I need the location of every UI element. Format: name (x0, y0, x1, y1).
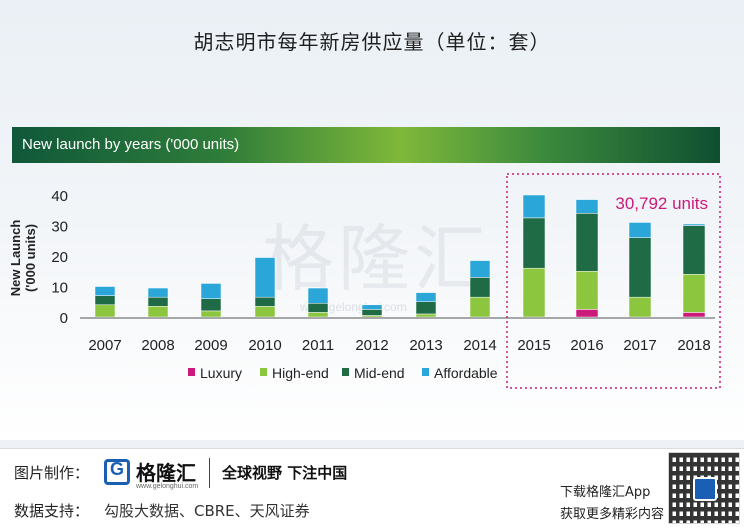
bar-luxury-2018 (682, 312, 706, 318)
bar-high-end-2016 (575, 271, 599, 310)
bar-mid-end-2008 (147, 296, 169, 307)
y-tick-label: 40 (51, 188, 68, 205)
bar-high-end-2007 (94, 304, 116, 318)
chart-header-bar (12, 127, 720, 163)
x-tick-label: 2011 (302, 337, 334, 354)
bar-affordable-2015 (522, 194, 546, 219)
legend-swatch (260, 368, 267, 376)
bar-mid-end-2018 (682, 225, 706, 275)
legend-label: High-end (272, 365, 329, 381)
page-title: 胡志明市每年新房供应量（单位：套） (193, 30, 551, 54)
bar-high-end-2014 (469, 296, 491, 318)
watermark-text: 格隆汇 (262, 217, 491, 301)
x-tick-label: 2009 (194, 337, 227, 354)
y-tick-label: 20 (51, 249, 68, 266)
bar-high-end-2017 (628, 296, 652, 318)
bar-affordable-2008 (147, 287, 169, 298)
bar-high-end-2018 (682, 274, 706, 313)
legend-swatch (422, 368, 429, 376)
x-tick-label: 2012 (355, 337, 388, 354)
bar-mid-end-2012 (361, 309, 383, 316)
bar-high-end-2015 (522, 267, 546, 318)
highlight-box (506, 173, 721, 389)
qr-logo-icon (693, 477, 717, 501)
bar-mid-end-2010 (254, 296, 276, 307)
y-axis-label: ('000 units) (23, 224, 38, 292)
stacked-bar-chart: 0 10 20 30 40 New Launch ('000 units) 2007 2008 2… (8, 173, 721, 389)
x-tick-label: 2010 (248, 337, 281, 354)
legend-label: Mid-end (354, 365, 405, 381)
chart-header-text: New launch by years ('000 units) (22, 136, 240, 153)
footer-chart-label: 图片制作： (14, 464, 90, 482)
legend-label: Affordable (434, 365, 498, 381)
logo-url: www.gelonghui.com (136, 483, 199, 490)
y-axis-label: New Launch (8, 220, 23, 297)
x-tick-label: 2017 (623, 337, 656, 354)
app-promo-text: 获取更多精彩内容 (560, 507, 665, 522)
footer-data-label: 数据支持： (14, 502, 90, 520)
x-tick-label: 2014 (463, 337, 496, 354)
legend-swatch (188, 368, 195, 376)
bar-affordable-2014 (469, 260, 491, 278)
bar-affordable-2018 (682, 223, 706, 226)
bar-affordable-2009 (200, 283, 222, 299)
x-tick-label: 2015 (517, 337, 550, 354)
y-tick-label: 10 (51, 280, 68, 297)
bar-high-end-2011 (307, 312, 329, 318)
background (0, 0, 744, 440)
bar-mid-end-2013 (415, 301, 437, 315)
bar-affordable-2007 (94, 286, 116, 296)
legend-label: Luxury (200, 365, 242, 381)
y-tick-label: 0 (60, 310, 68, 327)
bar-mid-end-2016 (575, 213, 599, 272)
x-tick-label: 2016 (570, 337, 603, 354)
bar-affordable-2011 (307, 287, 329, 304)
bar-mid-end-2017 (628, 237, 652, 298)
bar-high-end-2009 (200, 310, 222, 318)
x-tick-label: 2008 (141, 337, 174, 354)
legend-swatch (342, 368, 349, 376)
x-tick-label: 2007 (88, 337, 121, 354)
bar-affordable-2010 (254, 257, 276, 298)
footer-sources: 勾股大数据、CBRE、天风证券 (104, 502, 310, 520)
bar-mid-end-2014 (469, 277, 491, 298)
logo-name: 格隆汇 (136, 461, 196, 485)
bar-high-end-2010 (254, 306, 276, 318)
footer-divider (209, 458, 210, 488)
x-tick-label: 2013 (409, 337, 442, 354)
bar-affordable-2016 (575, 199, 599, 214)
app-download-text: 下载格隆汇App (560, 485, 651, 500)
bar-affordable-2017 (628, 222, 652, 238)
x-tick-label: 2018 (677, 337, 710, 354)
bar-mid-end-2007 (94, 295, 116, 306)
bar-high-end-2008 (147, 306, 169, 318)
annotation-total-units: 30,792 units (615, 194, 708, 213)
footer-slogan: 全球视野 下注中国 (222, 464, 348, 482)
bar-mid-end-2011 (307, 303, 329, 313)
bar-affordable-2013 (415, 292, 437, 303)
gelonghui-logo-icon (104, 459, 130, 485)
bar-mid-end-2009 (200, 298, 222, 312)
bar-high-end-2013 (415, 313, 437, 318)
bar-luxury-2016 (575, 309, 599, 318)
bar-mid-end-2015 (522, 217, 546, 269)
bar-affordable-2012 (361, 304, 383, 310)
y-tick-label: 30 (51, 219, 68, 236)
